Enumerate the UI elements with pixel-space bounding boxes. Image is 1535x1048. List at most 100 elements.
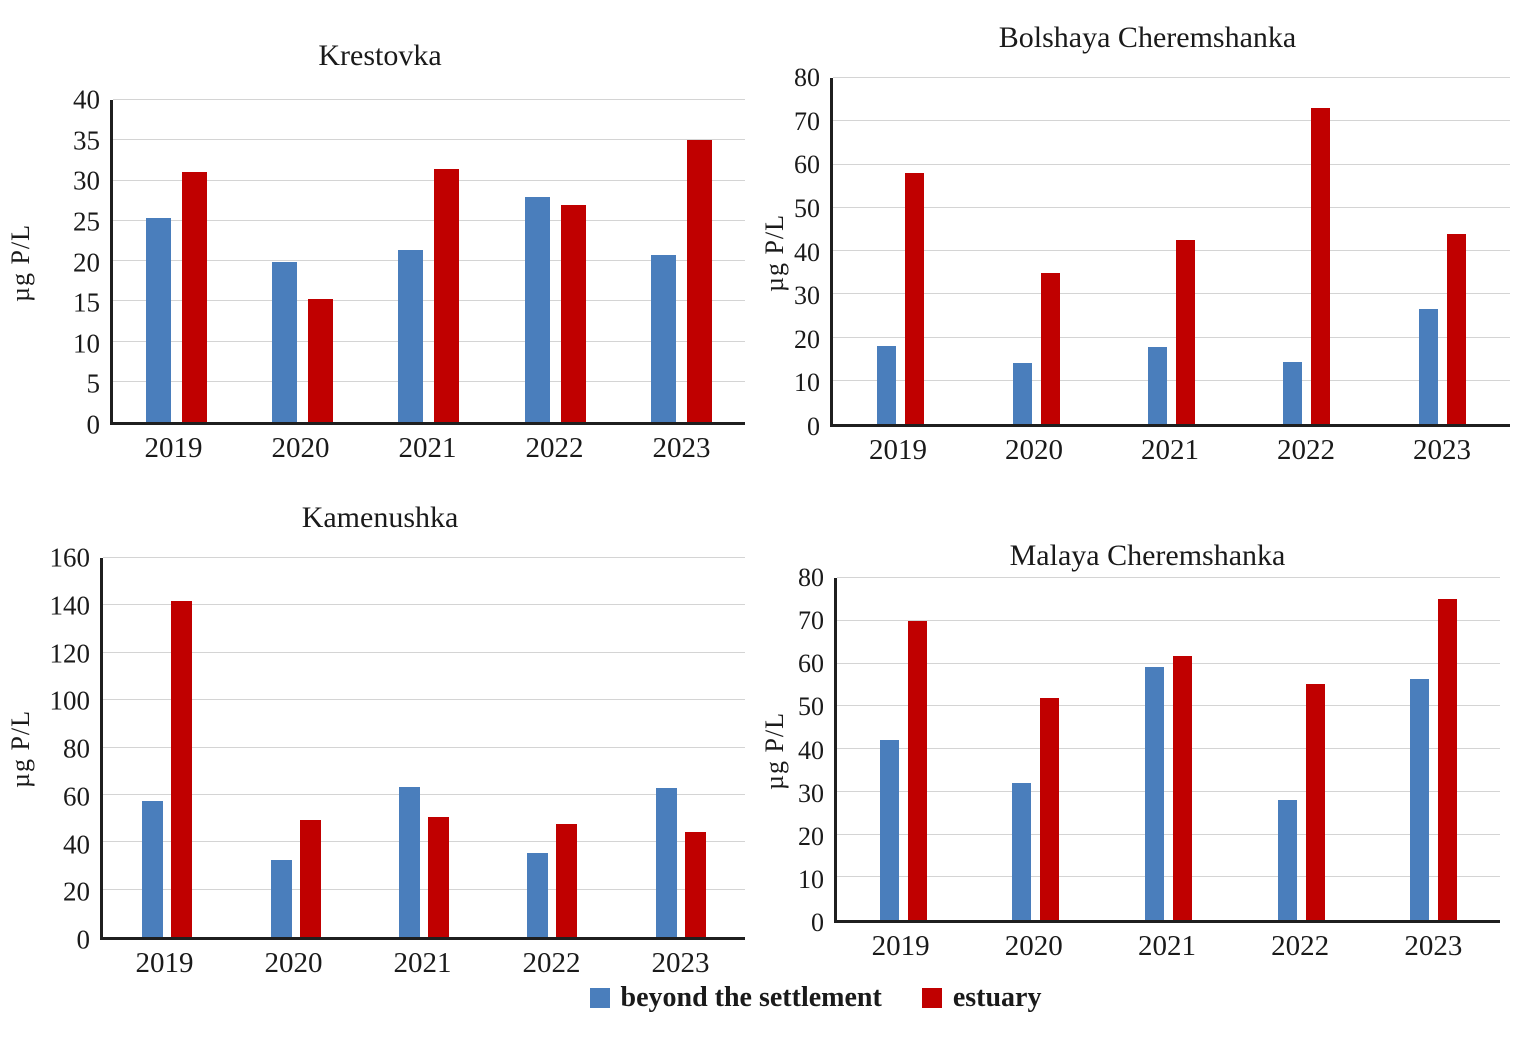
legend-swatch-red-icon: [921, 988, 942, 1008]
y-axis-label: µg P/L: [760, 213, 789, 292]
bar-beyond-the-settlement: [1012, 363, 1032, 424]
x-axis-label: 2019: [871, 930, 930, 962]
x-axis-labels: 2019 2020 2021 2022 2023: [830, 434, 1510, 467]
y-tick-label: 50: [794, 193, 820, 223]
gridline: [837, 833, 1500, 835]
y-axis-ticks: 0 10 20 30 40 50 60 70 80: [790, 565, 834, 936]
bar-estuary: [687, 140, 713, 422]
legend-item-beyond-the-settlement: beyond the settlement: [589, 982, 882, 1014]
bar-beyond-the-settlement: [1283, 362, 1303, 424]
bar-beyond-the-settlement: [1144, 666, 1164, 920]
bar-beyond-the-settlement: [524, 196, 550, 422]
bar-beyond-the-settlement: [1277, 800, 1297, 920]
bar-beyond-the-settlement: [398, 786, 420, 937]
x-axis-label: 2021: [393, 947, 452, 979]
x-axis-labels: 2019 2020 2021 2022 2023: [834, 930, 1500, 963]
gridline: [833, 163, 1510, 165]
y-tick-label: 10: [73, 328, 100, 359]
y-axis-ticks: 0 10 20 30 40 50 60 70 80: [790, 65, 830, 440]
bar-group-2022: [1239, 78, 1374, 424]
plot-area: [830, 77, 1510, 427]
bar-beyond-the-settlement: [270, 860, 292, 937]
bar-group-2019: [837, 578, 970, 920]
y-tick-label: 70: [794, 106, 820, 136]
y-tick-label: 0: [807, 412, 820, 441]
bar-estuary: [427, 817, 449, 937]
x-axis-label: 2020: [1004, 930, 1063, 962]
gridline: [113, 380, 745, 382]
x-axis-label: 2022: [522, 947, 581, 979]
legend-item-estuary: estuary: [921, 982, 1041, 1014]
x-axis-labels: 2019 2020 2021 2022 2023: [100, 947, 745, 980]
legend-label: beyond the settlement: [620, 982, 882, 1013]
y-tick-label: 40: [798, 735, 824, 765]
y-tick-label: 140: [49, 590, 91, 621]
x-axis-label: 2019: [144, 432, 203, 464]
x-axis-label: 2021: [398, 432, 457, 464]
bar-group-2022: [488, 558, 616, 937]
bar-beyond-the-settlement: [651, 254, 677, 422]
bar-estuary: [1040, 697, 1060, 920]
bar-estuary: [905, 173, 925, 424]
chart-title: Malaya Cheremshanka: [1009, 539, 1286, 572]
bar-estuary: [1172, 655, 1192, 920]
bar-group-2019: [103, 558, 231, 937]
y-tick-label: 20: [73, 247, 100, 277]
plot-area: [100, 557, 745, 940]
bar-beyond-the-settlement: [527, 852, 549, 937]
gridline: [103, 699, 745, 701]
bar-group-2020: [231, 558, 359, 937]
gridline: [113, 139, 745, 141]
legend: beyond the settlement estuary: [48, 982, 1535, 1014]
x-axis-label: 2020: [264, 947, 323, 979]
chart-title: Krestovka: [318, 39, 442, 72]
bar-beyond-the-settlement: [655, 787, 677, 937]
x-axis-label: 2019: [135, 947, 194, 979]
bar-beyond-the-settlement: [879, 740, 899, 920]
y-tick-label: 20: [63, 876, 90, 907]
y-axis-label-column: µg P/L: [760, 78, 790, 427]
y-tick-label: 20: [798, 821, 824, 851]
x-axis-label: 2021: [1141, 434, 1199, 466]
bar-beyond-the-settlement: [272, 261, 298, 422]
bar-group-2020: [970, 578, 1103, 920]
chart-title: Kamenushka: [301, 501, 459, 534]
bar-group-2022: [1235, 578, 1368, 920]
bar-series: [113, 100, 745, 422]
bar-estuary: [1446, 233, 1466, 424]
x-axis-label: 2021: [1137, 930, 1196, 962]
gridline: [113, 260, 745, 261]
bar-group-2023: [1367, 578, 1500, 920]
bar-group-2020: [968, 78, 1103, 424]
x-axis-label: 2022: [1271, 930, 1330, 962]
bar-estuary: [299, 819, 321, 937]
bar-beyond-the-settlement: [1418, 309, 1438, 424]
gridline: [103, 604, 745, 606]
y-tick-label: 60: [794, 150, 820, 180]
y-tick-label: 40: [794, 237, 820, 267]
chart-krestovka: Krestovka µg P/L 0 5 10 15 20 25 30 35 40 2019 20…: [0, 0, 760, 480]
y-tick-label: 30: [798, 778, 824, 808]
x-axis-label: 2023: [651, 947, 710, 979]
y-axis-label-column: µg P/L: [760, 578, 790, 923]
y-tick-label: 100: [49, 685, 91, 716]
y-axis-label: µg P/L: [6, 709, 35, 789]
gridline: [837, 662, 1500, 664]
x-axis-labels: 2019 2020 2021 2022 2023: [110, 432, 745, 465]
gridline: [103, 841, 745, 843]
gridline: [833, 379, 1510, 381]
bar-estuary: [434, 169, 460, 422]
gridline: [833, 120, 1510, 122]
x-axis-label: 2023: [652, 432, 711, 464]
bar-estuary: [1438, 599, 1458, 920]
bar-group-2023: [619, 100, 745, 422]
legend-swatch-blue-icon: [589, 988, 610, 1008]
y-tick-label: 15: [73, 287, 100, 318]
y-tick-label: 0: [86, 409, 101, 440]
bar-group-2021: [1102, 578, 1235, 920]
y-tick-label: 70: [798, 606, 824, 636]
bar-series: [837, 578, 1500, 920]
gridline: [113, 340, 745, 342]
y-axis-label-column: µg P/L: [0, 558, 42, 940]
